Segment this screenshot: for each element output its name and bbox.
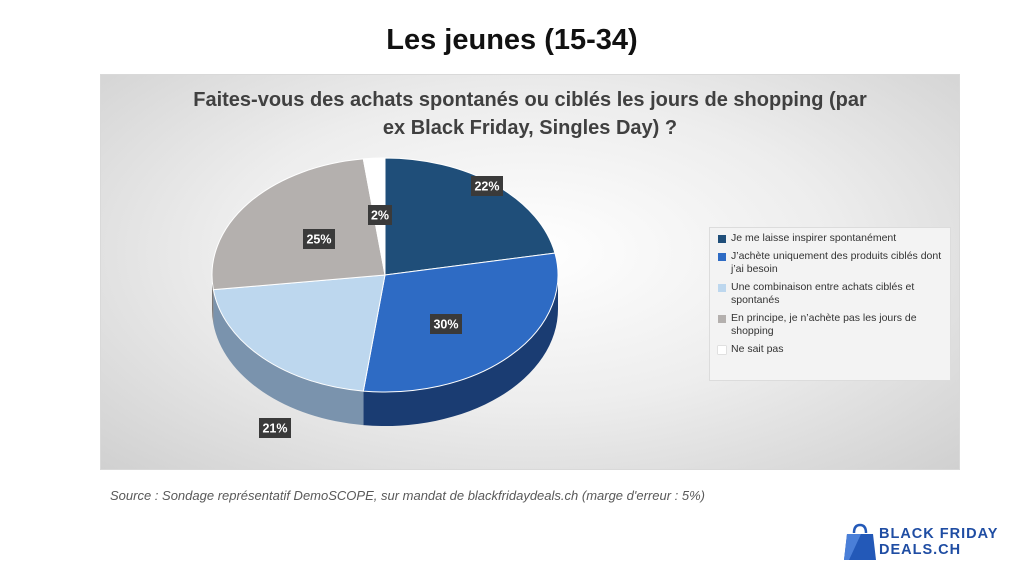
legend-swatch bbox=[718, 252, 726, 261]
chart-title-line-2: ex Black Friday, Singles Day) ? bbox=[382, 117, 678, 139]
page-title: Les jeunes (15-34) bbox=[386, 24, 638, 56]
svg-text:22%: 22% bbox=[474, 180, 499, 194]
svg-text:30%: 30% bbox=[433, 318, 458, 332]
pie-slice-3 bbox=[211, 158, 386, 291]
source-note: Source : Sondage représentatif DemoSCOPE… bbox=[110, 488, 705, 503]
legend-swatch bbox=[718, 234, 726, 243]
pie-side-3 bbox=[212, 275, 214, 324]
legend-label: J’achète uniquement des produits ciblés … bbox=[731, 250, 942, 275]
brand-logo[interactable]: BLACK FRIDAY DEALS.CH bbox=[843, 520, 1013, 564]
shopping-bag-icon bbox=[844, 523, 876, 560]
logo-line-2: DEALS.CH bbox=[879, 542, 962, 558]
svg-text:2%: 2% bbox=[371, 209, 389, 223]
legend-label: Je me laisse inspirer spontanément bbox=[731, 232, 897, 244]
legend-item-inspire: Je me laisse inspirer spontanément bbox=[718, 232, 944, 245]
legend-item-combinaison: Une combinaison entre achats ciblés et s… bbox=[718, 281, 944, 307]
pie-slice-2 bbox=[212, 274, 386, 392]
data-label-0: 22% bbox=[471, 176, 503, 196]
svg-text:21%: 21% bbox=[262, 422, 287, 436]
legend-item-ne-sait-pas: Ne sait pas bbox=[718, 343, 944, 356]
pie-side-2 bbox=[213, 289, 364, 426]
legend-swatch bbox=[718, 314, 726, 323]
chart-title: Faites-vous des achats spontanés ou cibl… bbox=[100, 86, 960, 142]
legend-label: Une combinaison entre achats ciblés et s… bbox=[731, 281, 915, 306]
legend-swatch bbox=[718, 345, 726, 354]
data-label-3: 25% bbox=[303, 229, 335, 249]
legend-swatch bbox=[718, 283, 726, 292]
legend-label: En principe, je n’achète pas les jours d… bbox=[731, 312, 917, 337]
logo-text: BLACK FRIDAY DEALS.CH bbox=[879, 526, 998, 558]
chart-title-line-1: Faites-vous des achats spontanés ou cibl… bbox=[193, 89, 867, 111]
legend-item-cibles: J’achète uniquement des produits ciblés … bbox=[718, 250, 944, 276]
pie-side-1 bbox=[363, 275, 558, 427]
data-label-2: 21% bbox=[259, 418, 291, 438]
logo-line-1: BLACK FRIDAY bbox=[879, 526, 999, 542]
data-label-1: 30% bbox=[430, 314, 462, 334]
chart-legend: Je me laisse inspirer spontanément J’ach… bbox=[710, 228, 950, 380]
legend-item-principe: En principe, je n’achète pas les jours d… bbox=[718, 312, 944, 338]
data-label-4: 2% bbox=[368, 205, 392, 225]
svg-text:25%: 25% bbox=[306, 233, 331, 247]
legend-label: Ne sait pas bbox=[731, 343, 784, 355]
